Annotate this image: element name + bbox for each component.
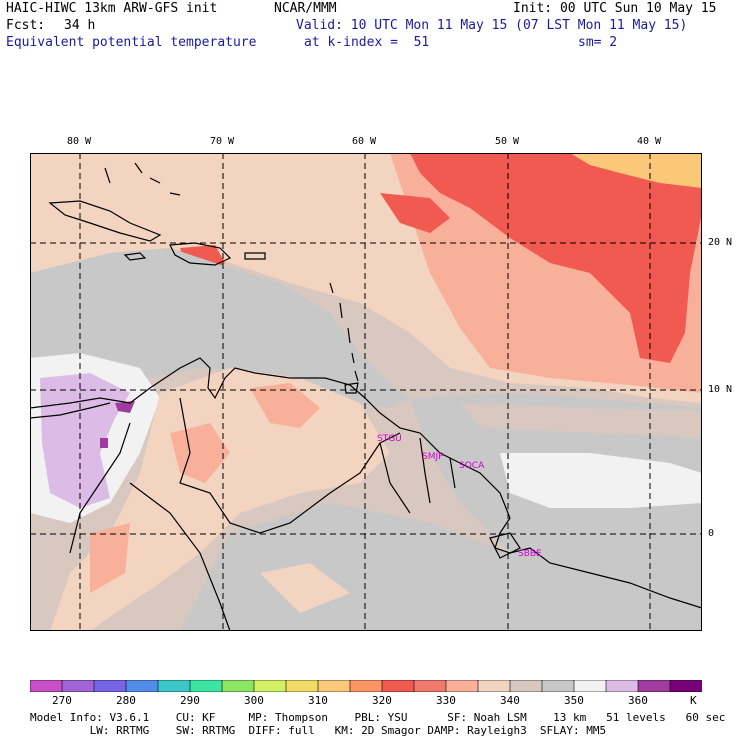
colorbar-swatch: [157, 680, 191, 692]
colorbar-label: K: [690, 694, 697, 707]
colorbar-label: 300: [244, 694, 264, 707]
level-info: at k-index = 51: [304, 35, 430, 50]
field-atlantic-grey: [410, 393, 702, 631]
field-land-warm: [50, 368, 390, 631]
colorbar-swatch: [285, 680, 319, 692]
colorbar-label: 320: [372, 694, 392, 707]
colorbar-swatch: [573, 680, 607, 692]
colorbar-swatch: [317, 680, 351, 692]
lon-label-70w: 70 W: [210, 136, 235, 147]
puerto-rico-coast: [244, 252, 266, 260]
field-red-patch: [380, 193, 450, 233]
pacific-coast: [69, 422, 131, 554]
graticule: [30, 153, 702, 631]
field-purple-spot-2: [115, 401, 135, 413]
model-info-line2: LW: RRTMG SW: RRTMG DIFF: full KM: 2D Sm…: [30, 724, 607, 737]
lat-label-10n: 10 N: [708, 384, 733, 395]
model-title: HAIC-HIWC 13km ARW-GFS init: [6, 1, 218, 16]
colorbar-label: 340: [500, 694, 520, 707]
field-land-peach-3: [90, 523, 130, 593]
field-red-maximum: [410, 153, 702, 363]
colorbar-swatch: [669, 680, 702, 692]
station-sbbe: SBBE: [518, 549, 542, 559]
colorbar: [30, 680, 702, 692]
field-purple-spot: [100, 438, 108, 448]
colorbar-swatch: [541, 680, 575, 692]
station-smjp: SMJP: [422, 452, 444, 462]
field-equatorial-white: [500, 453, 702, 508]
lon-label-40w: 40 W: [637, 136, 662, 147]
lesser-antilles-coast: [329, 282, 359, 382]
stations: STGU SMJP SOCA SBBE: [377, 434, 542, 559]
bahamas-coast: [104, 162, 181, 196]
map-frame: [30, 153, 702, 631]
colorbar-swatch: [349, 680, 383, 692]
colorbar-label: 270: [52, 694, 72, 707]
lat-label-0: 0: [708, 528, 715, 539]
colorbar-swatch: [637, 680, 671, 692]
field-name: Equivalent potential temperature: [6, 35, 257, 50]
field-atlantic-tan: [460, 403, 702, 438]
smoothing-info: sm= 2: [578, 35, 618, 50]
colorbar-swatch: [605, 680, 639, 692]
colorbar-swatch: [509, 680, 543, 692]
jamaica-coast: [123, 252, 147, 261]
colorbar-swatch: [253, 680, 287, 692]
field-top-orange: [570, 153, 702, 188]
colombia-border: [129, 482, 231, 631]
venezuela-border: [179, 397, 401, 534]
valid-time: Valid: 10 UTC Mon 11 May 15 (07 LST Mon …: [296, 18, 688, 33]
station-stgu: STGU: [377, 434, 402, 444]
cuba-coast: [48, 200, 162, 242]
colorbar-swatch: [61, 680, 95, 692]
colorbar-label: 360: [628, 694, 648, 707]
theta-e-map: STGU SMJP SOCA SBBE: [30, 153, 702, 631]
colorbar-label: 280: [116, 694, 136, 707]
colorbar-label: 310: [308, 694, 328, 707]
lat-label-20n: 20 N: [708, 237, 733, 248]
colorbar-swatch: [189, 680, 223, 692]
colorbar-swatch: [413, 680, 447, 692]
colorbar-swatch: [30, 680, 63, 692]
coastlines: [30, 162, 702, 631]
field-amazon-tan: [260, 563, 350, 613]
colorbar-label: 290: [180, 694, 200, 707]
forecast-label: Fcst:: [6, 18, 46, 33]
colorbar-swatch: [93, 680, 127, 692]
hispaniola-coast: [169, 242, 232, 266]
lon-label-60w: 60 W: [352, 136, 377, 147]
forecast-hours: 34 h: [64, 18, 96, 33]
colorbar-swatch: [477, 680, 511, 692]
init-time: Init: 00 UTC Sun 10 May 15: [513, 1, 717, 16]
colorbar-swatch: [445, 680, 479, 692]
field-land-peach-1: [250, 383, 320, 428]
lon-label-50w: 50 W: [495, 136, 520, 147]
colorbar-swatch: [381, 680, 415, 692]
guianas-borders: [379, 437, 456, 514]
station-soca: SOCA: [459, 461, 485, 471]
org-label: NCAR/MMM: [274, 1, 337, 16]
colorbar-label: 330: [436, 694, 456, 707]
field-west-lavender: [40, 373, 130, 508]
lon-label-80w: 80 W: [67, 136, 92, 147]
south-america-coast: [30, 357, 702, 609]
colorbar-label: 350: [564, 694, 584, 707]
model-info-line1: Model Info: V3.6.1 CU: KF MP: Thompson P…: [30, 711, 726, 724]
panama-coast: [30, 402, 111, 419]
colorbar-swatch: [221, 680, 255, 692]
marajo-coast: [489, 532, 521, 559]
colorbar-swatch: [125, 680, 159, 692]
